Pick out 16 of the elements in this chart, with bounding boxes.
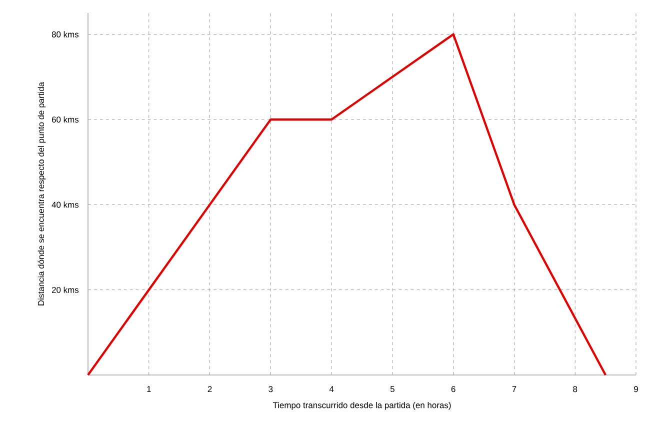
y-axis-title: Distancia dónde se encuentra respecto del punto de partida xyxy=(38,82,46,306)
y-tick-label: 20 kms xyxy=(52,286,79,293)
y-tick-label: 60 kms xyxy=(52,116,79,123)
x-tick-label: 6 xyxy=(451,386,456,392)
x-tick-label: 8 xyxy=(573,386,578,392)
x-tick-label: 1 xyxy=(147,386,151,392)
x-tick-label: 2 xyxy=(208,386,212,392)
x-axis-title: Tiempo transcurrido desde la partida (en horas) xyxy=(272,402,451,410)
x-tick-label: 5 xyxy=(390,386,394,392)
y-tick-label: 80 kms xyxy=(52,31,79,38)
x-tick-label: 7 xyxy=(512,386,516,392)
x-tick-label: 4 xyxy=(329,386,334,392)
line-series xyxy=(86,33,607,376)
y-tick-label: 40 kms xyxy=(52,202,79,208)
x-tick-label: 9 xyxy=(634,386,638,392)
x-tick-label: 3 xyxy=(268,386,273,392)
